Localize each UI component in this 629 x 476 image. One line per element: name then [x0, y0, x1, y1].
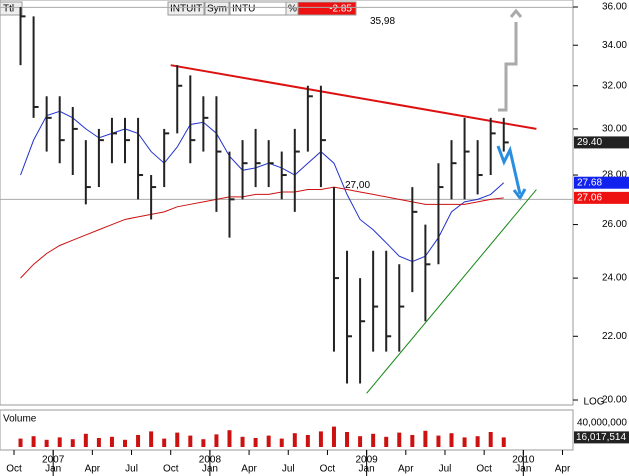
volume-tag-label: 16,017,514	[576, 432, 626, 443]
y-tick-label: 32.00	[602, 80, 627, 91]
y-tick-label: 36.00	[602, 2, 627, 13]
x-year-label: 2009	[355, 455, 378, 466]
volume-bar	[240, 436, 245, 447]
volume-bar	[436, 435, 441, 447]
y-tick-label: 28.00	[602, 170, 627, 181]
price-tag	[574, 176, 629, 189]
volume-title: Volume	[3, 414, 37, 425]
volume-bar	[253, 438, 258, 447]
projection-arrow	[496, 145, 522, 195]
price-tag	[574, 191, 629, 204]
volume-tick-label: 40,000,000	[577, 418, 627, 429]
header-name: INTUIT	[170, 4, 202, 15]
header-sym: INTU	[232, 4, 255, 15]
header-box	[204, 1, 230, 16]
header-change-box	[297, 1, 357, 16]
volume-bar	[423, 430, 428, 447]
x-tick-label: Oct	[6, 464, 22, 475]
volume-bar	[18, 438, 23, 447]
volume-bar	[345, 432, 350, 447]
volume-bar	[109, 436, 114, 447]
volume-bar	[201, 439, 206, 447]
volume-bar	[83, 433, 88, 447]
x-tick-label: Apr	[398, 464, 414, 475]
volume-bar	[384, 436, 389, 447]
volume-bar	[57, 437, 62, 447]
level-label: 35,98	[370, 16, 395, 27]
price-tag-label: 27.68	[577, 177, 602, 188]
x-tick-label: Jul	[439, 464, 452, 475]
x-tick-label: Jul	[282, 464, 295, 475]
volume-bar	[292, 433, 297, 447]
volume-bar	[70, 439, 75, 447]
header-sym-label: Sym	[207, 4, 227, 15]
ma-line	[20, 186, 504, 279]
y-tick-label: 26.00	[602, 219, 627, 230]
x-tick-label: Oct	[476, 464, 492, 475]
level-label: 27,00	[345, 180, 370, 191]
price-tag	[574, 136, 629, 149]
volume-bar	[175, 432, 180, 447]
header-box	[0, 1, 23, 16]
x-tick-label: Apr	[241, 464, 257, 475]
x-year-label: 2007	[42, 455, 65, 466]
volume-bar	[162, 438, 167, 447]
volume-bar	[266, 435, 271, 447]
volume-bar	[331, 426, 336, 447]
x-year-label: 2008	[199, 455, 222, 466]
ma-line	[20, 110, 505, 263]
price-frame	[0, 0, 574, 406]
trendline	[170, 64, 537, 130]
trendline	[366, 189, 537, 394]
volume-bar	[397, 432, 402, 447]
y-tick-label: 24.00	[602, 273, 627, 284]
scale-label: LOG	[583, 397, 604, 408]
volume-bar	[44, 439, 49, 447]
volume-bar	[358, 436, 363, 447]
y-tick-label: 34.00	[602, 40, 627, 51]
volume-bar	[475, 436, 480, 447]
volume-bar	[449, 433, 454, 447]
price-tag-label: 27.06	[577, 193, 602, 204]
header-ttl: Ttl	[3, 4, 14, 15]
volume-bar	[149, 431, 154, 447]
volume-bar	[136, 435, 141, 447]
x-tick-label: Apr	[85, 464, 101, 475]
header-pct-label: %	[288, 4, 297, 15]
volume-bar	[31, 436, 36, 447]
x-tick-label: Jul	[125, 464, 138, 475]
volume-bar	[488, 432, 493, 447]
x-year-label: 2010	[512, 455, 535, 466]
volume-bar	[214, 434, 219, 447]
x-tick-label: Oct	[320, 464, 336, 475]
volume-bar	[318, 431, 323, 447]
volume-bar	[96, 438, 101, 447]
volume-bar	[188, 435, 193, 447]
volume-bar	[501, 437, 506, 447]
projection-arrowhead	[509, 8, 523, 18]
header-change: -2.85	[329, 4, 352, 15]
y-tick-label: 22.00	[602, 331, 627, 342]
price-tag-label: 29.40	[577, 137, 602, 148]
volume-bar	[462, 437, 467, 447]
volume-tag	[574, 431, 629, 444]
volume-bar	[279, 438, 284, 447]
projection-arrow	[498, 22, 518, 112]
volume-frame	[0, 409, 574, 451]
volume-bar	[305, 435, 310, 447]
y-tick-label: 20.00	[602, 395, 627, 406]
header-box	[167, 1, 205, 16]
y-tick-label: 30.00	[602, 124, 627, 135]
volume-bar	[371, 433, 376, 447]
volume-bar	[227, 430, 232, 447]
x-tick-label: Oct	[163, 464, 179, 475]
x-tick-label: Apr	[555, 464, 571, 475]
projection-arrowhead	[512, 188, 527, 201]
volume-bar	[410, 435, 415, 447]
volume-bar	[123, 439, 128, 447]
